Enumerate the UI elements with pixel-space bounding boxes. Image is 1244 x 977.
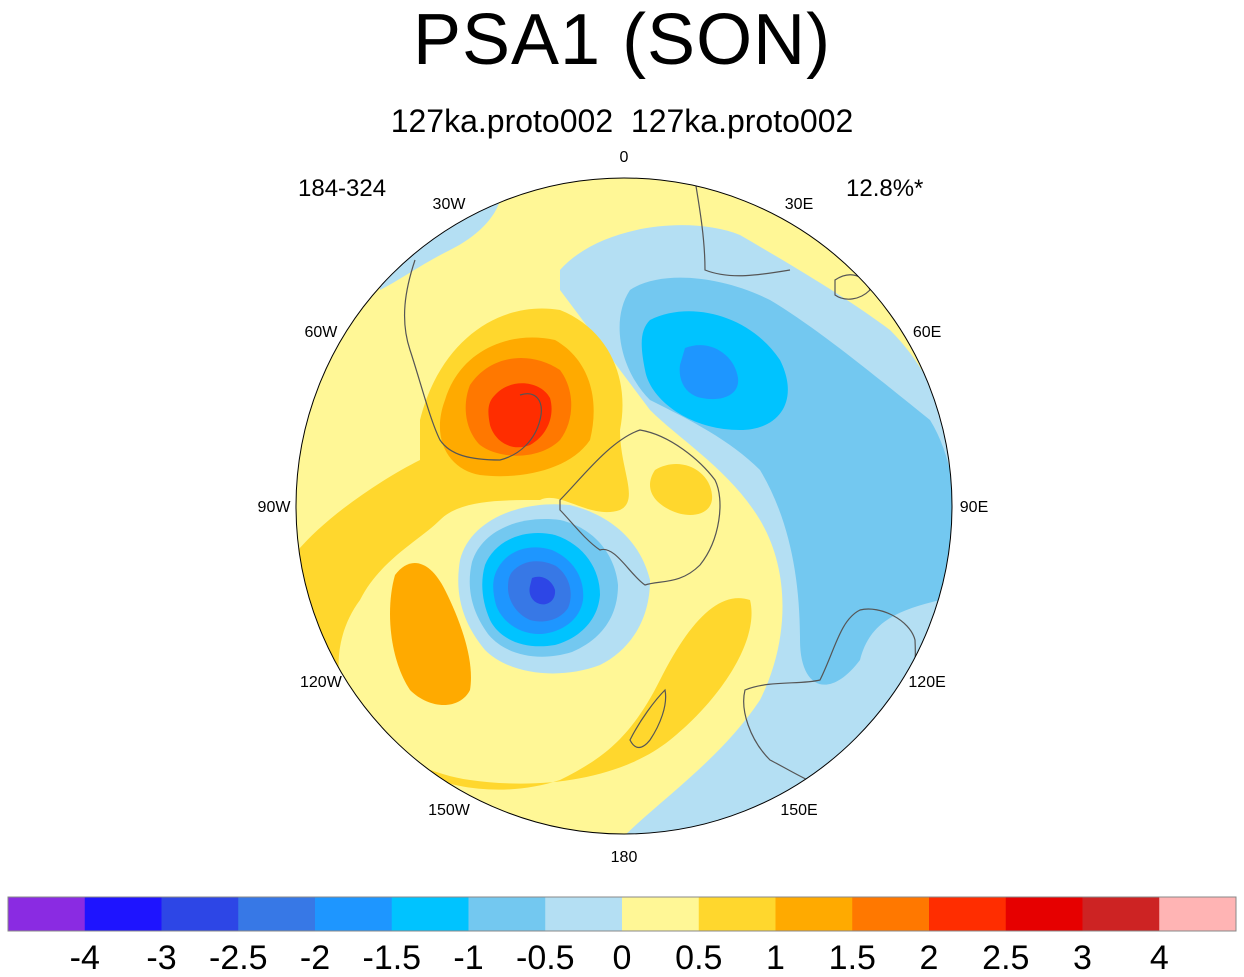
colorbar-tick-label: 1.5 <box>829 939 876 977</box>
colorbar-swatch <box>775 897 853 931</box>
colorbar-tick-label: 2 <box>920 939 939 977</box>
longitude-label: 30W <box>433 196 467 213</box>
longitude-label: 150W <box>428 802 471 819</box>
colorbar <box>7 896 1237 932</box>
colorbar-tick-label: -4 <box>70 939 100 977</box>
colorbar-frame <box>7 896 1237 932</box>
coastline-new-zealand <box>629 688 667 749</box>
colorbar-swatch <box>161 897 239 931</box>
contour-field <box>296 178 952 834</box>
colorbar-swatch <box>545 897 623 931</box>
coastline-madagascar <box>834 274 871 300</box>
colorbar-swatch <box>84 897 162 931</box>
colorbar-swatch <box>8 897 86 931</box>
contour-neg-ross-3 <box>529 576 556 605</box>
colorbar-tick-label: 2.5 <box>982 939 1029 977</box>
colorbar-swatch <box>238 897 316 931</box>
colorbar-swatch <box>315 897 393 931</box>
colorbar-swatch <box>698 897 776 931</box>
longitude-label: 180 <box>611 849 638 866</box>
colorbar-swatch <box>1159 897 1237 931</box>
longitude-label: 90W <box>258 499 292 516</box>
colorbar-labels: -4 -3 -2.5 -2 -1.5 -1 -0.5 0 0.5 1 1.5 2 2.5 3 4 <box>70 939 1169 977</box>
colorbar-swatch <box>391 897 469 931</box>
chart-subtitle: 127ka.proto002 127ka.proto002 <box>390 103 854 139</box>
coastline-antarctica <box>559 429 721 586</box>
coastline-africa <box>694 179 791 277</box>
longitude-label: 120E <box>908 674 945 691</box>
colorbar-tick-label: 0.5 <box>675 939 722 977</box>
colorbar-tick-label: 0 <box>613 939 632 977</box>
colorbar-swatch <box>929 897 1007 931</box>
coastline-south-america <box>403 259 542 461</box>
colorbar-tick-label: 1 <box>766 939 785 977</box>
longitude-label: 120W <box>300 674 343 691</box>
contour-pos-pacific-1.5 <box>390 563 471 705</box>
colorbar-tick-label: -0.5 <box>516 939 575 977</box>
colorbar-tick-label: 4 <box>1150 939 1169 977</box>
colorbar-tick-label: -3 <box>146 939 176 977</box>
contour-pos-center-1 <box>650 464 713 515</box>
longitude-labels: 0 30E 60E 90E 120E 150E 180 150W 120W 90W 60W 30W <box>258 149 989 866</box>
longitude-label: 60E <box>913 324 941 341</box>
season-range-label: 184-324 <box>298 175 387 202</box>
longitude-label: 30E <box>785 196 813 213</box>
colorbar-swatch <box>852 897 930 931</box>
contour-neg-east-2 <box>679 345 739 400</box>
colorbar-swatch <box>622 897 700 931</box>
colorbar-tick-label: 3 <box>1073 939 1092 977</box>
chart-title: PSA1 (SON) <box>412 0 832 80</box>
colorbar-tick-label: -1.5 <box>363 939 422 977</box>
colorbar-swatch <box>1082 897 1160 931</box>
longitude-label: 90E <box>960 499 988 516</box>
colorbar-tick-label: -2.5 <box>209 939 268 977</box>
longitude-label: 60W <box>304 324 338 341</box>
variance-explained-label: 12.8%* <box>846 175 924 202</box>
colorbar-tick-label: -2 <box>300 939 330 977</box>
colorbar-tick-label: -1 <box>453 939 483 977</box>
longitude-label: 0 <box>620 149 629 166</box>
colorbar-swatch <box>1005 897 1083 931</box>
map-boundary <box>295 177 953 835</box>
colorbar-swatch <box>468 897 546 931</box>
longitude-label: 150E <box>780 802 817 819</box>
